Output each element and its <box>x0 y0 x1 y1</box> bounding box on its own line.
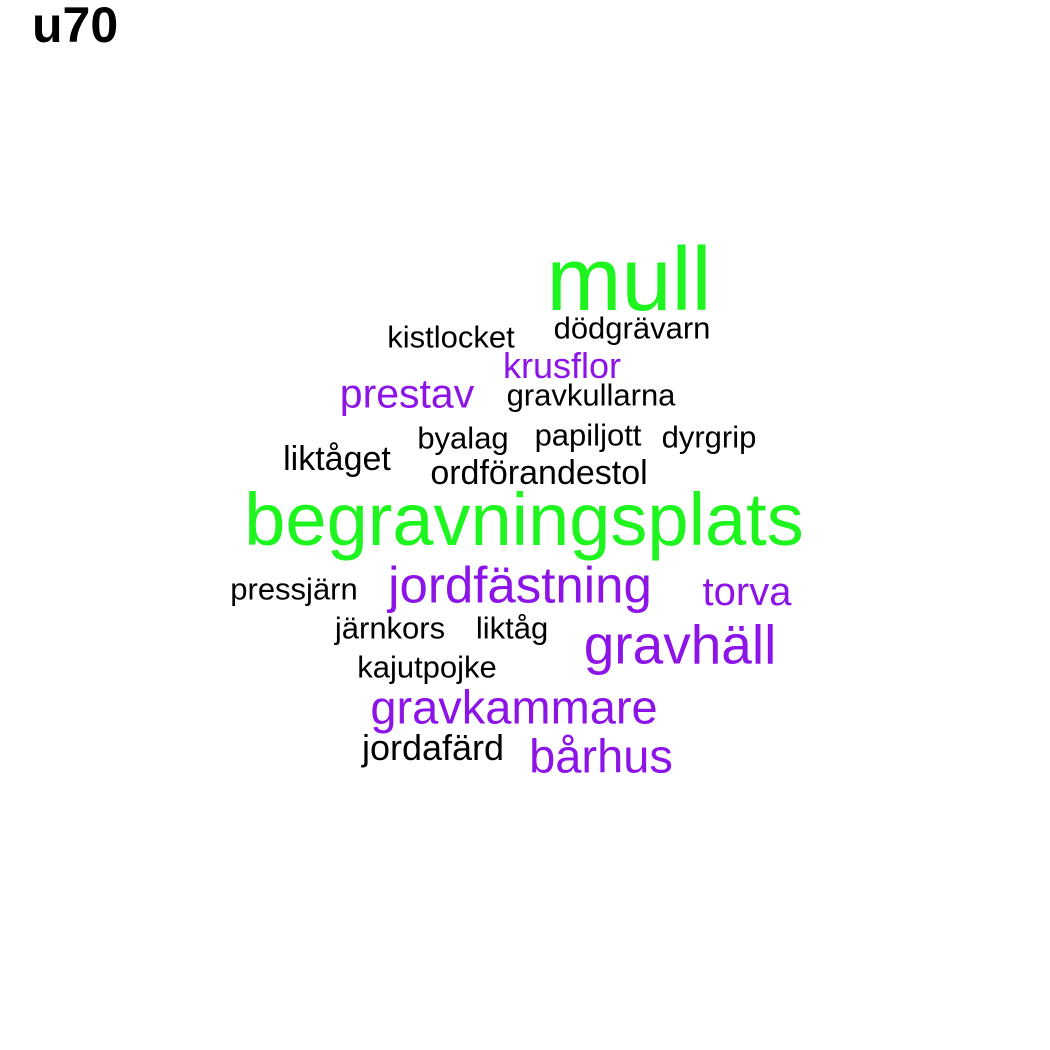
word-liktag: liktåg <box>475 610 549 646</box>
word-liktaget: liktåget <box>283 440 391 478</box>
word-kistlocket: kistlocket <box>387 319 515 355</box>
word-kajutpojke: kajutpojke <box>357 649 497 685</box>
word-barhus: bårhus <box>529 729 673 783</box>
word-byalag: byalag <box>417 420 509 456</box>
word-jarnkors: järnkors <box>334 610 446 646</box>
word-gravhall: gravhäll <box>583 613 777 676</box>
word-dodgravarn: dödgrävarn <box>553 310 711 346</box>
page-title: u70 <box>32 0 119 53</box>
word-pressjarn: pressjärn <box>230 571 358 607</box>
word-jordfastning: jordfästning <box>388 556 652 614</box>
word-begravningsplats: begravningsplats <box>244 478 804 561</box>
word-gravkammare: gravkammare <box>370 680 658 734</box>
word-gravkullarna: gravkullarna <box>506 377 676 413</box>
word-mull: mull <box>546 230 712 330</box>
word-krusflor: krusflor <box>502 345 622 386</box>
word-torva: torva <box>702 570 792 614</box>
word-prestav: prestav <box>339 370 475 417</box>
word-papiljott: papiljott <box>534 417 642 453</box>
word-dyrgrip: dyrgrip <box>661 419 757 455</box>
word-ordforandestol: ordförandestol <box>430 454 648 492</box>
word-jordafard: jordafärd <box>361 727 505 768</box>
